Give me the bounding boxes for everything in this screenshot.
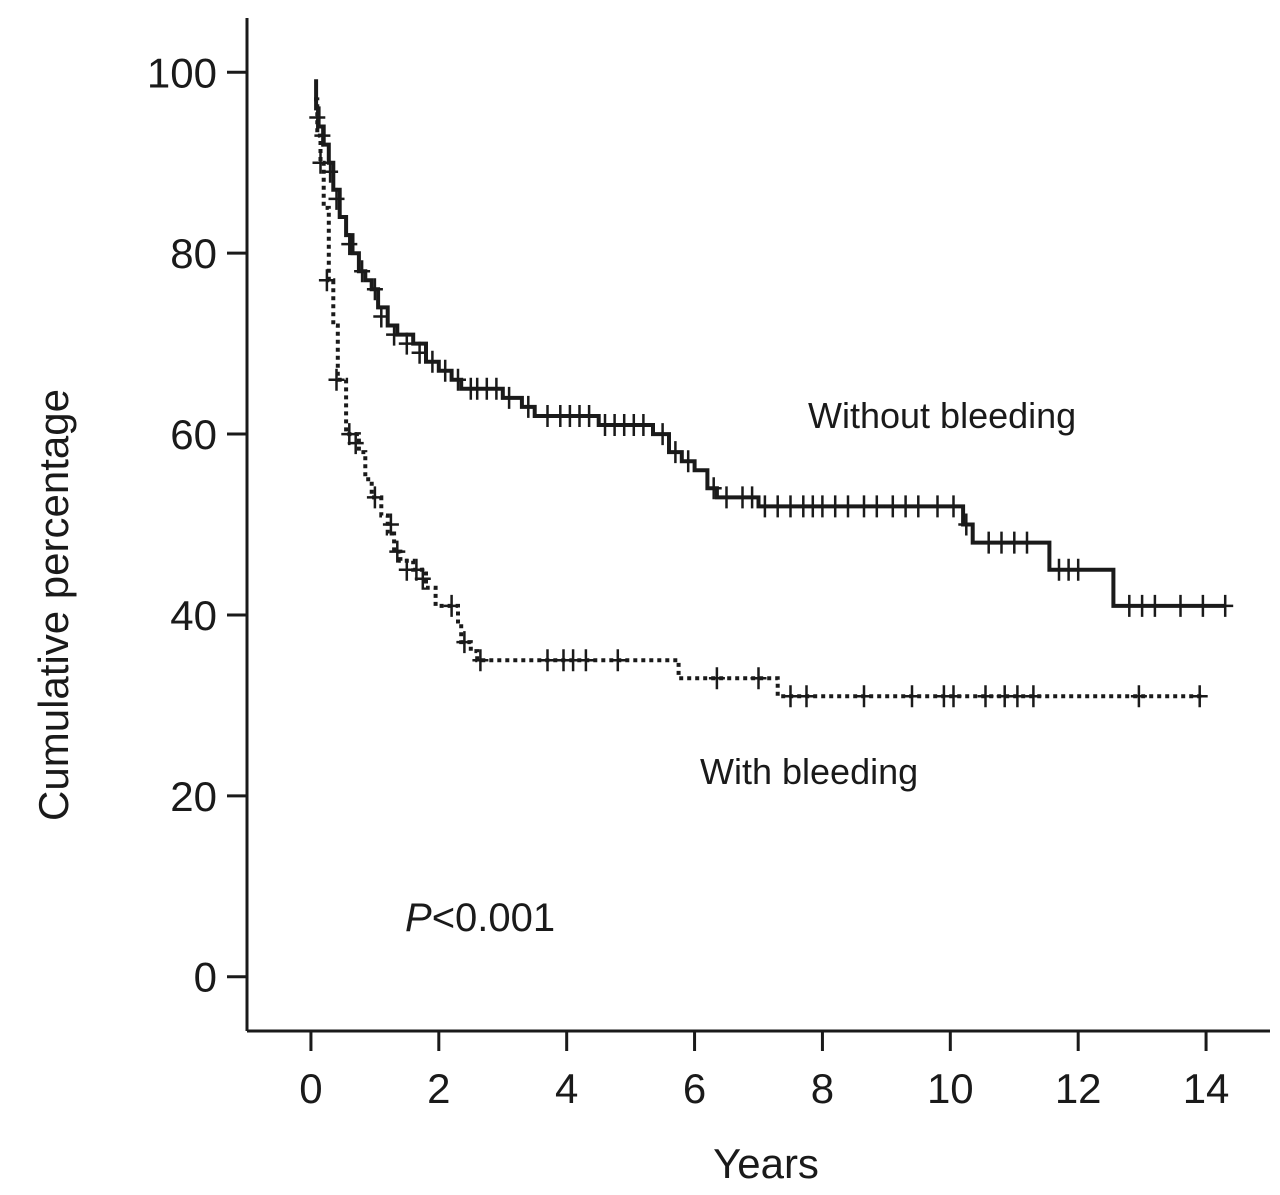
p-value-symbol: P: [405, 896, 432, 940]
series-without-bleeding: [309, 79, 1234, 617]
y-axis-label: Cumulative percentage: [30, 389, 77, 821]
x-tick-label: 8: [811, 1065, 834, 1112]
p-value-text: <0.001: [432, 896, 555, 940]
censor-mark: [680, 450, 697, 473]
x-tick-label: 6: [683, 1065, 706, 1112]
x-tick-label: 2: [427, 1065, 450, 1112]
censor-mark: [501, 386, 518, 409]
y-tick-label: 60: [170, 411, 217, 458]
censor-mark: [1172, 594, 1189, 617]
censor-mark: [520, 395, 537, 418]
censor-mark: [718, 486, 735, 509]
censor-mark: [929, 495, 946, 518]
y-ticks: 0 20 40 60 80 100: [147, 49, 247, 1001]
censor-mark: [341, 233, 358, 256]
censor-mark: [868, 495, 885, 518]
censor-mark: [577, 649, 594, 672]
censor-mark: [437, 359, 454, 382]
censor-mark: [366, 486, 383, 509]
x-tick-label: 0: [299, 1065, 322, 1112]
censor-mark: [1070, 558, 1087, 581]
censor-mark: [347, 432, 364, 455]
p-value-annotation: P<0.001: [405, 896, 555, 940]
censor-mark: [488, 377, 505, 400]
x-tick-label: 12: [1055, 1065, 1102, 1112]
censor-mark: [366, 278, 383, 301]
censor-mark: [1191, 685, 1208, 708]
censor-mark: [977, 685, 994, 708]
y-tick-label: 40: [170, 592, 217, 639]
censor-mark: [1130, 685, 1147, 708]
censor-mark: [744, 486, 761, 509]
censor-mark: [456, 631, 473, 654]
censor-mark: [443, 594, 460, 617]
censor-mark: [328, 368, 345, 391]
censor-mark: [1217, 594, 1234, 617]
censor-mark: [328, 187, 345, 210]
censor-mark: [856, 685, 872, 708]
censor-mark: [654, 423, 671, 446]
censor-mark: [1025, 685, 1042, 708]
censor-mark: [312, 151, 329, 174]
y-tick-label: 0: [194, 954, 217, 1001]
censor-mark: [635, 414, 652, 436]
censor-mark: [945, 495, 962, 518]
censor-mark: [309, 106, 326, 129]
censor-mark: [373, 305, 390, 328]
censor-mark: [1009, 685, 1026, 708]
censor-mark: [414, 567, 431, 590]
x-ticks: 0 2 4 6 8 10 12 14: [299, 1031, 1229, 1112]
censor-mark: [581, 405, 598, 427]
x-axis-label: Years: [713, 1140, 819, 1187]
censor-mark: [750, 667, 767, 690]
x-tick-label: 10: [927, 1065, 974, 1112]
censor-mark: [424, 350, 441, 373]
censor-mark: [1019, 531, 1035, 554]
censor-mark: [958, 513, 975, 536]
series-with-bleeding: [312, 97, 1208, 708]
censor-mark: [450, 368, 466, 391]
censor-mark: [609, 649, 626, 672]
censor-mark: [910, 495, 927, 518]
censor-mark: [1146, 594, 1163, 617]
censor-mark: [1194, 594, 1211, 617]
x-tick-label: 4: [555, 1065, 578, 1112]
axes: [245, 18, 1270, 1033]
censor-mark: [386, 323, 403, 346]
series-layer: [309, 79, 1234, 708]
series-line: [314, 79, 1226, 608]
censor-mark: [708, 667, 725, 690]
with-bleeding-label: With bleeding: [700, 751, 918, 792]
censor-mark: [667, 441, 684, 464]
censor-mark: [945, 685, 962, 708]
censor-mark: [398, 332, 415, 355]
censor-mark: [389, 540, 406, 563]
censor-mark: [354, 260, 371, 283]
x-tick-label: 14: [1183, 1065, 1230, 1112]
censor-mark: [782, 685, 799, 708]
censor-mark: [904, 685, 920, 708]
y-tick-label: 100: [147, 49, 217, 96]
censor-mark: [798, 685, 815, 708]
censor-mark: [539, 649, 556, 672]
censor-mark: [382, 513, 399, 536]
censor-mark: [705, 477, 722, 500]
without-bleeding-label: Without bleeding: [808, 395, 1076, 436]
y-tick-label: 20: [170, 773, 217, 820]
censor-mark: [411, 341, 428, 364]
censor-mark: [840, 495, 856, 518]
y-tick-label: 80: [170, 230, 217, 277]
censor-mark: [318, 269, 335, 292]
censor-mark: [472, 649, 489, 672]
